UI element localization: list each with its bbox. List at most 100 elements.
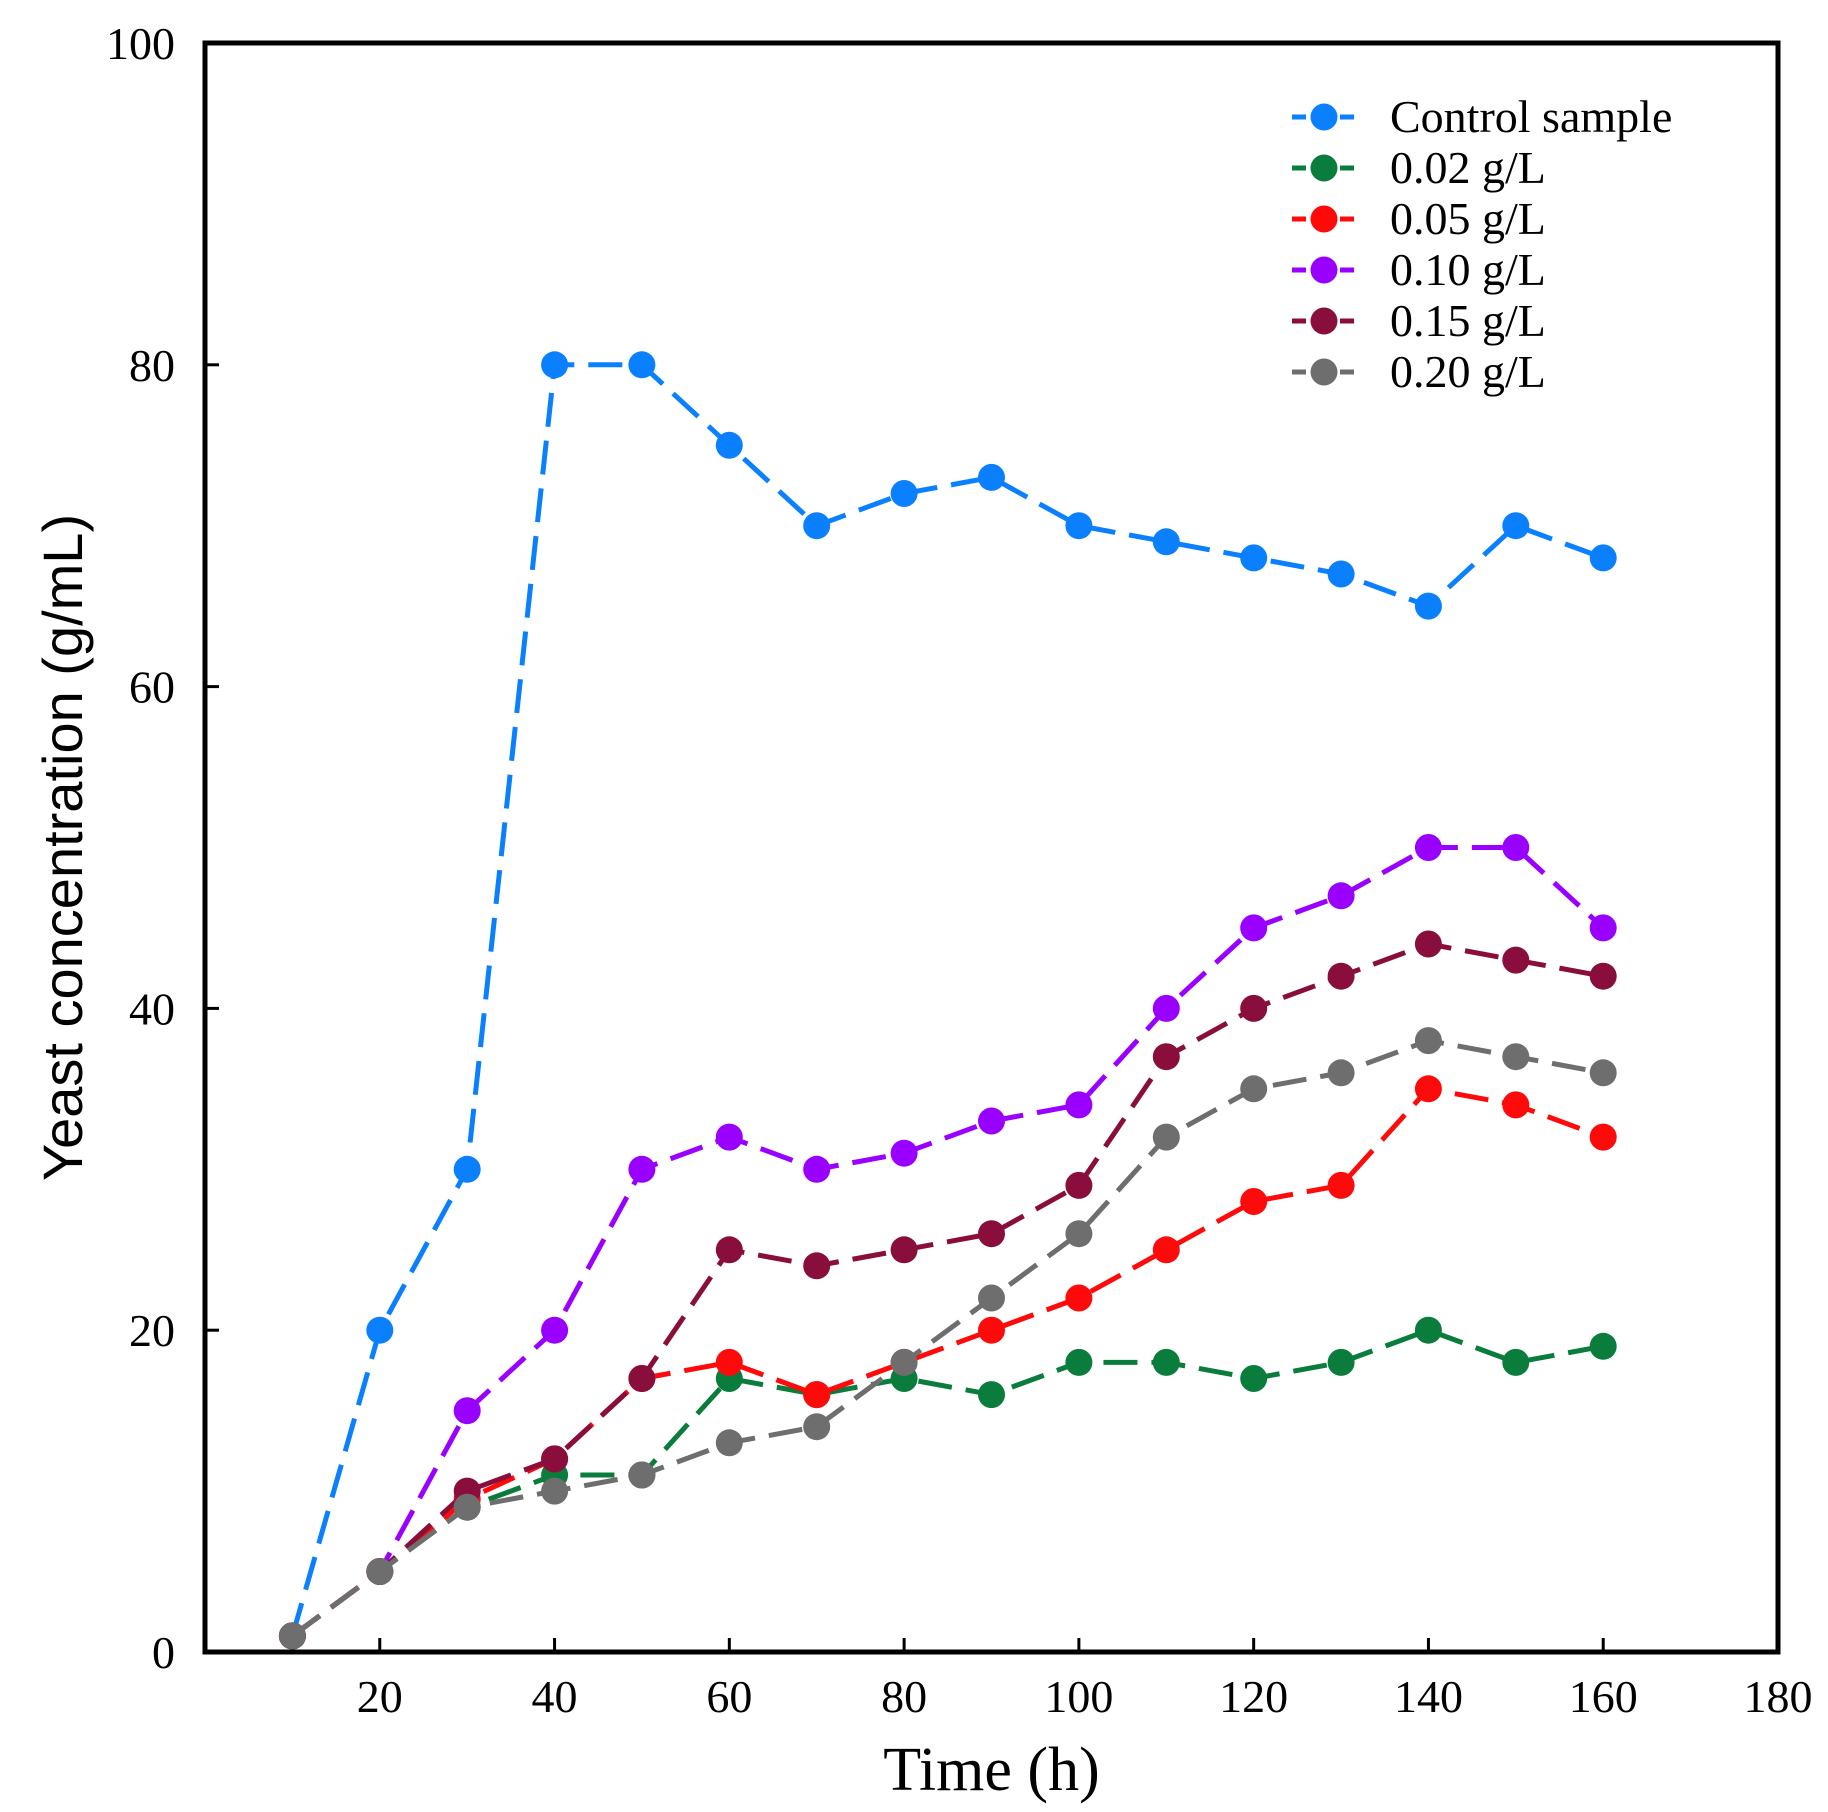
legend-marker-0-05-g-l [1310,205,1338,233]
data-point-0-20-g-l-30 [453,1493,481,1521]
legend-item-control-sample: Control sample [1292,91,1672,142]
series-line-0-20-g-l [290,1038,1604,1638]
legend-label-0-10-g-l: 0.10 g/L [1390,244,1546,295]
data-point-0-02-g-l-120 [1240,1365,1268,1392]
data-point-0-05-g-l-160 [1589,1123,1617,1151]
data-point-0-15-g-l-50 [628,1365,656,1392]
data-point-0-20-g-l-70 [803,1413,831,1441]
data-point-0-15-g-l-160 [1589,962,1617,990]
data-point-0-02-g-l-130 [1327,1348,1355,1376]
data-point-control-sample-160 [1589,544,1617,572]
legend-label-0-05-g-l: 0.05 g/L [1390,193,1546,244]
data-point-0-05-g-l-150 [1502,1091,1530,1119]
data-point-control-sample-140 [1414,592,1442,620]
data-point-0-02-g-l-140 [1414,1316,1442,1344]
data-point-0-10-g-l-30 [453,1397,481,1425]
data-point-0-20-g-l-20 [366,1558,394,1585]
x-tick-label-120: 120 [1219,1671,1288,1722]
plot-frame [202,40,1781,1655]
data-point-0-05-g-l-90 [978,1316,1005,1344]
data-point-0-10-g-l-100 [1065,1091,1093,1119]
data-point-0-10-g-l-110 [1152,994,1180,1022]
data-point-0-10-g-l-50 [628,1155,656,1183]
data-point-0-20-g-l-10 [278,1622,306,1650]
data-point-0-15-g-l-100 [1065,1171,1093,1199]
data-point-0-15-g-l-90 [978,1220,1005,1248]
data-point-0-10-g-l-70 [803,1155,831,1183]
plot-area [278,351,1617,1650]
data-point-0-05-g-l-60 [715,1348,743,1376]
data-point-control-sample-150 [1502,512,1530,540]
legend-marker-0-10-g-l [1310,256,1338,284]
series-line-0-10-g-l [290,845,1605,1638]
data-point-0-10-g-l-150 [1502,834,1530,861]
data-point-0-15-g-l-70 [803,1252,831,1280]
legend-item-0-10-g-l: 0.10 g/L [1292,244,1546,295]
data-point-0-02-g-l-90 [978,1381,1005,1409]
legend-item-0-05-g-l: 0.05 g/L [1292,193,1546,244]
data-point-0-02-g-l-160 [1589,1332,1617,1360]
y-tick-label-20: 20 [129,1305,175,1356]
data-point-0-10-g-l-90 [978,1107,1005,1135]
data-point-0-02-g-l-100 [1065,1348,1093,1376]
data-point-0-10-g-l-40 [541,1316,569,1344]
y-axis-title: Yeast concentration (g/mL) [31,514,94,1181]
data-point-0-20-g-l-80 [890,1348,918,1376]
legend-label-0-15-g-l: 0.15 g/L [1390,295,1546,346]
legend-item-0-02-g-l: 0.02 g/L [1292,142,1546,193]
x-tick-label-80: 80 [881,1671,927,1722]
y-tick-label-60: 60 [129,662,175,713]
data-point-0-05-g-l-70 [803,1381,831,1409]
data-point-0-10-g-l-120 [1240,914,1268,942]
data-point-0-20-g-l-110 [1152,1123,1180,1151]
data-point-0-20-g-l-140 [1414,1027,1442,1055]
y-tick-label-80: 80 [129,340,175,391]
x-tick-label-160: 160 [1569,1671,1638,1722]
series-control-sample [278,351,1617,1650]
data-point-0-10-g-l-160 [1589,914,1617,942]
data-point-0-20-g-l-130 [1327,1059,1355,1087]
x-tick-label-20: 20 [357,1671,403,1722]
legend-label-0-02-g-l: 0.02 g/L [1390,142,1546,193]
x-tick-label-60: 60 [706,1671,752,1722]
axes: 20 40 60 80 100 120 140 160 180 0 20 40 60 80 100 Time … [31,18,1813,1804]
x-axis-title: Time (h) [883,1736,1099,1804]
data-point-0-15-g-l-120 [1240,994,1268,1022]
data-point-0-15-g-l-140 [1414,930,1442,958]
series-0-02-g-l [278,1316,1617,1650]
data-point-control-sample-50 [628,351,656,379]
series-0-15-g-l [278,930,1617,1650]
legend-item-0-15-g-l: 0.15 g/L [1292,295,1546,346]
data-point-0-20-g-l-160 [1589,1059,1617,1087]
data-point-0-15-g-l-110 [1152,1043,1180,1071]
x-tick-label-100: 100 [1044,1671,1113,1722]
data-point-0-20-g-l-50 [628,1461,656,1489]
series-0-05-g-l [278,1075,1617,1650]
data-point-0-20-g-l-150 [1502,1043,1530,1071]
x-tick-label-40: 40 [532,1671,578,1722]
legend-marker-0-02-g-l [1310,154,1338,182]
legend-label-control-sample: Control sample [1390,91,1672,142]
x-tick-label-140: 140 [1394,1671,1463,1722]
data-point-control-sample-20 [366,1316,394,1344]
data-point-0-05-g-l-110 [1152,1236,1180,1264]
data-point-0-05-g-l-140 [1414,1075,1442,1103]
series-0-20-g-l [278,1027,1617,1650]
data-point-0-10-g-l-80 [890,1139,918,1167]
data-point-0-20-g-l-60 [715,1429,743,1457]
data-point-0-15-g-l-130 [1327,962,1355,990]
data-point-0-05-g-l-100 [1065,1284,1093,1312]
series-line-0-15-g-l [290,941,1604,1638]
data-point-0-02-g-l-110 [1152,1348,1180,1376]
data-point-0-10-g-l-60 [715,1123,743,1151]
series-line-0-05-g-l [290,1086,1605,1638]
data-point-0-15-g-l-60 [715,1236,743,1264]
data-point-control-sample-110 [1152,528,1180,556]
data-point-0-10-g-l-130 [1327,882,1355,910]
legend-marker-0-20-g-l [1310,358,1338,386]
data-point-control-sample-120 [1240,544,1268,572]
y-tick-label-0: 0 [152,1627,175,1678]
data-point-0-05-g-l-130 [1327,1171,1355,1199]
